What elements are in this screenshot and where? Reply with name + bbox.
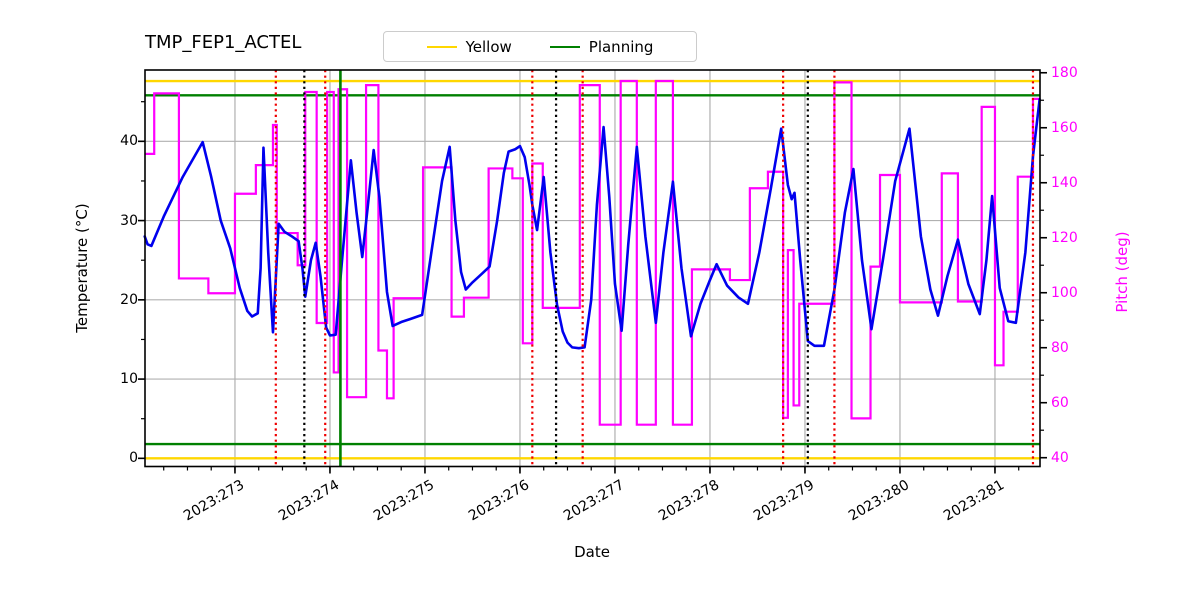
spines xyxy=(144,69,1041,468)
y-right-tick-label: 140 xyxy=(1051,174,1078,191)
y-axis-label-pitch: Pitch (deg) xyxy=(1113,231,1131,313)
yellow-line-swatch xyxy=(426,45,457,48)
temperature-series-line xyxy=(143,98,1041,350)
y-right-tick-label: 80 xyxy=(1051,339,1069,356)
legend: Yellow Planning xyxy=(383,31,697,62)
legend-label: Planning xyxy=(588,37,654,56)
tick-marks xyxy=(138,71,1047,474)
chart-title: TMP_FEP1_ACTEL xyxy=(145,32,302,53)
event-lines xyxy=(274,70,1035,467)
plot-border xyxy=(144,69,1041,468)
y-left-tick-label: 40 xyxy=(120,133,138,150)
y-left-tick-label: 0 xyxy=(129,450,138,467)
y-right-tick-label: 180 xyxy=(1051,64,1078,81)
y-right-tick-label: 40 xyxy=(1051,449,1069,466)
y-left-tick-label: 20 xyxy=(120,291,138,308)
y-right-tick-label: 100 xyxy=(1051,284,1078,301)
y-right-tick-label: 160 xyxy=(1051,119,1078,136)
pitch-series-line xyxy=(144,79,1040,426)
y-left-tick-label: 10 xyxy=(120,371,138,388)
y-left-tick-label: 30 xyxy=(120,212,138,229)
legend-item-planning: Planning xyxy=(549,37,654,56)
legend-label: Yellow xyxy=(465,37,512,56)
temperature-series xyxy=(143,98,1041,350)
y-right-tick-label: 120 xyxy=(1051,229,1078,246)
x-axis-label-date: Date xyxy=(574,543,610,561)
y-right-tick-label: 60 xyxy=(1051,394,1069,411)
legend-item-yellow: Yellow xyxy=(426,37,512,56)
limit-lines xyxy=(145,79,1040,460)
pitch-series xyxy=(144,79,1040,426)
planning-line-swatch xyxy=(549,45,580,48)
